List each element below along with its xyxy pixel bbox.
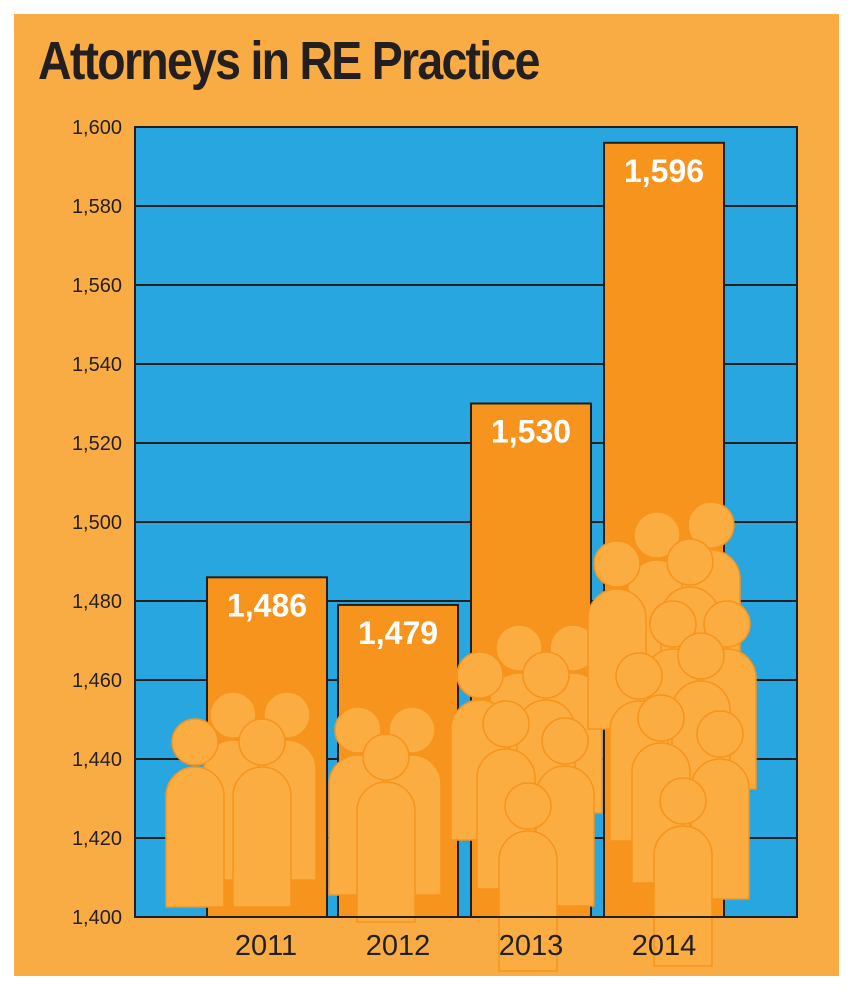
people-illustration [165,501,757,972]
y-tick-label: 1,480 [72,591,122,613]
x-category-label: 2011 [235,930,297,962]
person-silhouette-icon [653,777,713,967]
chart-title: Attorneys in RE Practice [38,31,540,91]
y-tick-label: 1,580 [72,196,122,218]
person-silhouette-icon [165,718,225,908]
y-tick-label: 1,400 [72,907,122,929]
data-label: 1,486 [227,587,307,623]
y-axis-tick-labels: 1,400 1,420 1,440 1,460 1,480 1,500 1,520 1,540… [72,117,122,929]
y-tick-label: 1,540 [72,354,122,376]
person-silhouette-icon [498,782,558,972]
y-tick-label: 1,600 [72,117,122,139]
x-category-label: 2013 [499,930,564,962]
y-tick-label: 1,520 [72,433,122,455]
x-category-label: 2014 [632,930,697,962]
person-silhouette-icon [232,718,292,908]
data-label: 1,596 [624,153,704,189]
data-label: 1,479 [358,615,438,651]
x-axis-category-labels: 2011 2012 2013 2014 [235,930,696,962]
person-silhouette-icon [356,733,416,923]
y-tick-label: 1,500 [72,512,122,534]
plot-border [134,126,798,918]
y-tick-label: 1,440 [72,749,122,771]
data-labels: 1,486 1,479 1,530 1,596 [227,153,704,651]
y-tick-label: 1,560 [72,275,122,297]
x-category-label: 2012 [366,930,431,962]
y-tick-label: 1,420 [72,828,122,850]
y-tick-label: 1,460 [72,670,122,692]
data-label: 1,530 [491,414,571,450]
